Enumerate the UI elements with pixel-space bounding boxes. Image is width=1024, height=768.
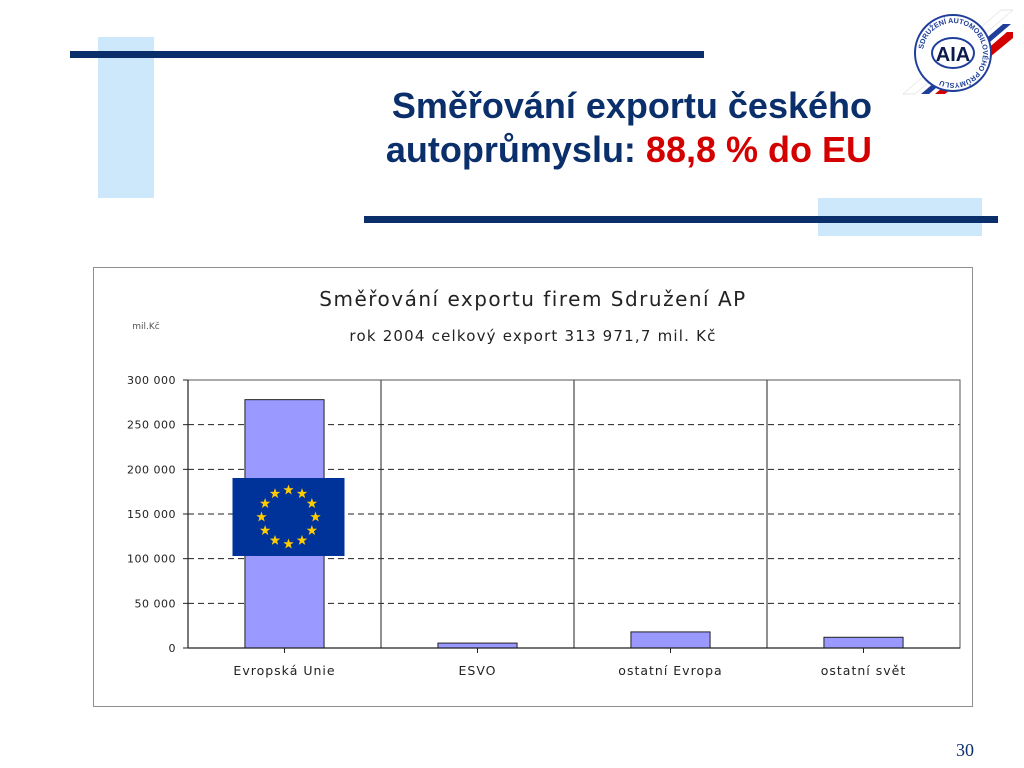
y-tick-label-4: 200 000	[127, 463, 176, 476]
decor-block-left	[98, 37, 154, 198]
y-tick-label-3: 150 000	[127, 508, 176, 521]
eu-star-icon-2	[306, 498, 318, 508]
x-tick-label-0: Evropská Unie	[233, 663, 335, 678]
aia-logo: SDRUŽENÍ AUTOMOBILOVÉHO PRŮMYSLU AIA	[903, 9, 1013, 95]
y-tick-label-1: 50 000	[135, 597, 177, 610]
eu-star-icon-1	[296, 488, 308, 499]
y-tick-label-0: 0	[169, 642, 177, 655]
bar-1	[437, 642, 518, 649]
bar-3	[823, 636, 904, 649]
eu-star-icon-8	[259, 525, 271, 535]
logo-oval	[931, 37, 975, 69]
eu-star-icon-11	[269, 488, 281, 499]
eu-star-icon-5	[296, 534, 308, 545]
eu-star-icon-3	[310, 511, 321, 522]
y-tick-label-6: 300 000	[127, 374, 176, 387]
eu-star-icon-4	[306, 525, 318, 535]
x-tick-label-1: ESVO	[458, 663, 496, 678]
slide-title-highlight: 88,8 % do EU	[645, 129, 872, 170]
x-tick-label-3: ostatní svět	[821, 663, 907, 678]
eu-star-icon-0	[283, 484, 294, 495]
slide-title-line1: Směřování exportu českého	[391, 85, 872, 126]
eu-star-icon-9	[256, 511, 267, 522]
chart: Směřování exportu firem Sdružení AP rok …	[127, 287, 961, 678]
bar-2	[630, 631, 711, 649]
chart-title: Směřování exportu firem Sdružení AP	[319, 287, 746, 311]
eu-star-icon-7	[269, 534, 281, 545]
slide-title-line2-prefix: autoprůmyslu:	[385, 129, 646, 170]
eu-star-icon-10	[259, 498, 271, 508]
page-number: 30	[956, 740, 974, 760]
y-axis-label: mil.Kč	[132, 321, 160, 332]
y-tick-label-5: 250 000	[127, 419, 176, 432]
y-tick-label-2: 100 000	[127, 553, 176, 566]
chart-subtitle: rok 2004 celkový export 313 971,7 mil. K…	[349, 327, 716, 345]
decor-bar-top	[70, 51, 704, 58]
logo-text: AIA	[936, 44, 970, 66]
slide-title-line2: autoprůmyslu: 88,8 % do EU	[172, 128, 872, 172]
eu-star-icon-6	[283, 538, 294, 549]
chart-frame: Směřování exportu firem Sdružení AP rok …	[93, 267, 973, 707]
slide-title: Směřování exportu českého autoprůmyslu: …	[172, 84, 872, 172]
x-tick-label-2: ostatní Evropa	[618, 663, 722, 678]
decor-bar-bottom	[364, 216, 998, 223]
